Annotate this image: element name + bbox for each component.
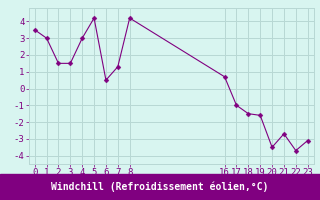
Text: Windchill (Refroidissement éolien,°C): Windchill (Refroidissement éolien,°C) — [51, 182, 269, 192]
